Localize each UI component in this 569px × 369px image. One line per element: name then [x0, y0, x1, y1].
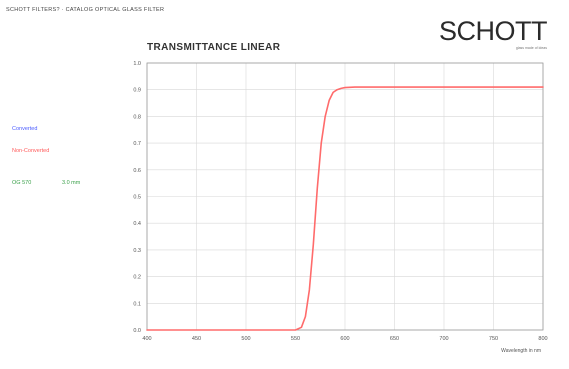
y-tick-label: 0.4 [133, 221, 141, 227]
y-tick-label: 0.3 [133, 248, 141, 254]
chart-title: TRANSMITTANCE LINEAR [147, 42, 281, 53]
catalog-header-title: SCHOTT FILTERS? · CATALOG OPTICAL GLASS … [6, 7, 165, 13]
y-tick-label: 0.8 [133, 114, 141, 120]
brand-name: SCHOTT [439, 16, 548, 46]
legend-thickness: 3.0 mm [62, 180, 81, 186]
plot-frame [146, 62, 544, 331]
y-tick-label: 0.0 [133, 328, 141, 334]
schott-logo: SCHOTT glass made of ideas [439, 16, 548, 51]
x-tick-label: 550 [291, 336, 300, 342]
y-tick-label: 1.0 [133, 61, 141, 67]
x-tick-label: 500 [241, 336, 250, 342]
legend-non-converted: Non-Converted [12, 148, 50, 154]
y-tick-label: 0.9 [133, 88, 141, 94]
series-line-1 [146, 86, 544, 331]
x-tick-label: 450 [192, 336, 201, 342]
x-tick-label: 750 [489, 336, 498, 342]
x-axis-label: Wavelength in nm [501, 348, 541, 354]
brand-tagline: glass made of ideas [515, 46, 547, 50]
x-tick-label: 650 [390, 336, 399, 342]
y-tick-label: 0.2 [133, 275, 141, 281]
x-tick-label: 800 [538, 336, 547, 342]
x-tick-label: 400 [142, 336, 151, 342]
y-tick-label: 0.6 [133, 168, 141, 174]
x-tick-label: 700 [439, 336, 448, 342]
y-tick-label: 0.1 [133, 301, 141, 307]
x-tick-label: 600 [340, 336, 349, 342]
legend-converted: Converted [12, 126, 38, 132]
y-tick-label: 0.5 [133, 195, 141, 201]
y-tick-label: 0.7 [133, 141, 141, 147]
legend-filter-name: OG 570 [12, 180, 32, 186]
